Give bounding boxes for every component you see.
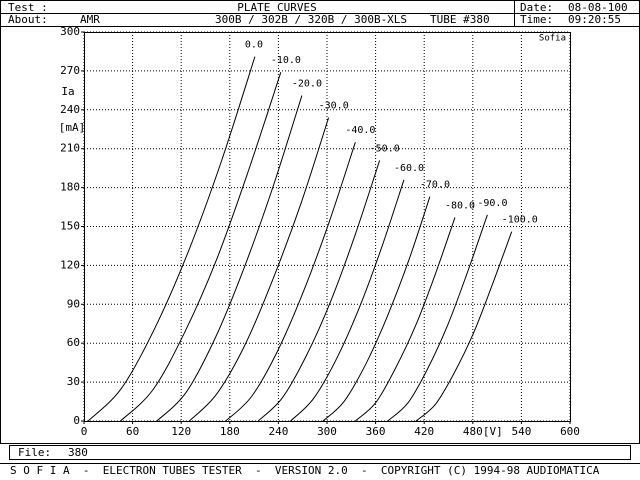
plate-curve bbox=[225, 142, 356, 422]
about-value: AMR bbox=[80, 13, 100, 26]
curve-label: -20.0 bbox=[292, 79, 322, 90]
y-tick-label: 30 bbox=[67, 375, 80, 388]
y-tick-label: 90 bbox=[67, 297, 80, 310]
plate-curve bbox=[387, 214, 488, 422]
tube-id: TUBE #380 bbox=[430, 13, 490, 26]
y-tick-label: 120 bbox=[60, 258, 80, 271]
x-tick-label: 60 bbox=[126, 425, 139, 438]
date-value: 08-08-100 bbox=[568, 1, 628, 14]
plate-curve bbox=[322, 196, 431, 422]
curve-label: -30.0 bbox=[319, 101, 349, 112]
y-tick-label: 60 bbox=[67, 336, 80, 349]
y-tick-label: 210 bbox=[60, 142, 80, 155]
curve-label: -90.0 bbox=[477, 198, 507, 209]
about-label: About: bbox=[8, 13, 48, 26]
footer-text: S O F I A - ELECTRON TUBES TESTER - VERS… bbox=[10, 464, 600, 477]
file-value: 380 bbox=[68, 446, 88, 459]
plate-curve bbox=[290, 179, 405, 422]
tube-types: 300B / 302B / 320B / 300B-XLS bbox=[215, 13, 407, 26]
time-label: Time: bbox=[520, 13, 553, 26]
x-tick-label: 300 bbox=[317, 425, 337, 438]
plate-curve bbox=[188, 117, 330, 422]
y-axis-unit: [mA] bbox=[59, 121, 86, 134]
plot-frame bbox=[84, 32, 571, 422]
plate-curve bbox=[87, 56, 256, 422]
curve-label: -60.0 bbox=[394, 163, 424, 174]
curve-label: 0.0 bbox=[245, 40, 263, 51]
y-tick-label: 150 bbox=[60, 220, 80, 233]
date-label: Date: bbox=[520, 1, 553, 14]
curve-label: -50.0 bbox=[370, 143, 400, 154]
curve-label: -10.0 bbox=[271, 55, 301, 66]
x-tick-label: 540 bbox=[511, 425, 531, 438]
test-label: Test : bbox=[8, 1, 48, 14]
x-axis-unit: [V] bbox=[483, 425, 503, 438]
x-tick-label: 240 bbox=[268, 425, 288, 438]
corner-text: Sofia bbox=[539, 34, 566, 44]
y-tick-label: 0 bbox=[73, 414, 80, 427]
x-tick-label: 600 bbox=[560, 425, 580, 438]
y-tick-label: 180 bbox=[60, 181, 80, 194]
y-tick-label: 300 bbox=[60, 25, 80, 38]
y-tick-label: 240 bbox=[60, 103, 80, 116]
file-label: File: bbox=[18, 446, 51, 459]
x-tick-label: 120 bbox=[171, 425, 191, 438]
time-value: 09:20:55 bbox=[568, 13, 621, 26]
x-tick-label: 480 bbox=[463, 425, 483, 438]
plate-curve bbox=[156, 95, 303, 422]
curve-label: -100.0 bbox=[502, 215, 538, 226]
curve-label: -70.0 bbox=[420, 180, 450, 191]
y-tick-label: 270 bbox=[60, 64, 80, 77]
plate-curve bbox=[355, 217, 456, 422]
curve-label: -40.0 bbox=[345, 125, 375, 136]
header-title: PLATE CURVES bbox=[237, 1, 316, 14]
y-axis-label: Ia bbox=[61, 85, 74, 98]
x-tick-label: 360 bbox=[366, 425, 386, 438]
x-tick-label: 180 bbox=[220, 425, 240, 438]
curve-label: -80.0 bbox=[445, 200, 475, 211]
plot: 0 30 60 90 120 150 180 210 240 270 300 0 60 120 180 240… bbox=[59, 25, 580, 438]
plate-curve bbox=[120, 72, 282, 422]
plate-curve bbox=[415, 231, 513, 422]
x-tick-label: 420 bbox=[414, 425, 434, 438]
x-tick-label: 0 bbox=[81, 425, 88, 438]
file-box bbox=[9, 445, 631, 460]
plate-curve bbox=[257, 160, 381, 422]
